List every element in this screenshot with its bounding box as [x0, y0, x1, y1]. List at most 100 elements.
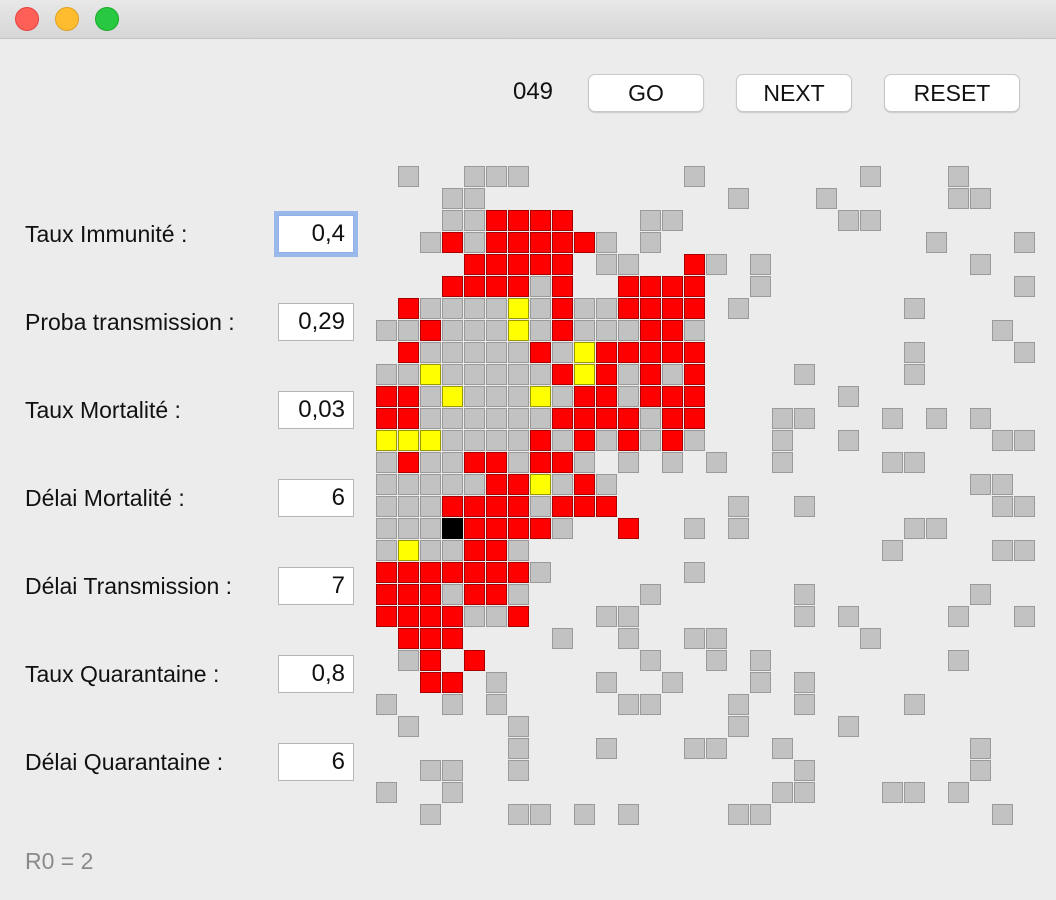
empty-cell — [926, 232, 947, 253]
empty-cell — [948, 606, 969, 627]
empty-cell — [728, 694, 749, 715]
field-label: Délai Quarantaine : — [25, 749, 224, 775]
infected-cell — [640, 364, 661, 385]
empty-cell — [640, 408, 661, 429]
infected-cell — [684, 364, 705, 385]
empty-cell — [838, 386, 859, 407]
infected-cell — [508, 606, 529, 627]
infected-cell — [508, 562, 529, 583]
empty-cell — [904, 298, 925, 319]
infected-cell — [530, 210, 551, 231]
infected-cell — [508, 254, 529, 275]
empty-cell — [596, 320, 617, 341]
empty-cell — [574, 804, 595, 825]
field-input[interactable]: 0,8 — [278, 655, 354, 693]
empty-cell — [398, 320, 419, 341]
empty-cell — [794, 672, 815, 693]
infected-cell — [552, 408, 573, 429]
empty-cell — [420, 232, 441, 253]
empty-cell — [684, 166, 705, 187]
empty-cell — [486, 166, 507, 187]
zoom-button[interactable] — [95, 7, 119, 31]
infected-cell — [596, 408, 617, 429]
empty-cell — [442, 474, 463, 495]
empty-cell — [1014, 430, 1035, 451]
empty-cell — [596, 672, 617, 693]
empty-cell — [728, 518, 749, 539]
empty-cell — [706, 452, 727, 473]
empty-cell — [772, 430, 793, 451]
infected-cell — [398, 386, 419, 407]
field-input[interactable]: 0,03 — [278, 391, 354, 429]
empty-cell — [508, 166, 529, 187]
empty-cell — [772, 738, 793, 759]
empty-cell — [1014, 276, 1035, 297]
empty-cell — [904, 342, 925, 363]
empty-cell — [904, 452, 925, 473]
infected-cell — [486, 518, 507, 539]
empty-cell — [442, 210, 463, 231]
empty-cell — [464, 298, 485, 319]
minimize-button[interactable] — [55, 7, 79, 31]
close-button[interactable] — [15, 7, 39, 31]
empty-cell — [442, 408, 463, 429]
empty-cell — [640, 430, 661, 451]
empty-cell — [442, 342, 463, 363]
empty-cell — [948, 188, 969, 209]
infected-cell — [662, 386, 683, 407]
empty-cell — [706, 628, 727, 649]
infected-cell — [442, 606, 463, 627]
infected-cell — [618, 298, 639, 319]
empty-cell — [618, 694, 639, 715]
infected-cell — [398, 452, 419, 473]
empty-cell — [398, 716, 419, 737]
field-input[interactable]: 6 — [278, 743, 354, 781]
empty-cell — [486, 298, 507, 319]
empty-cell — [662, 452, 683, 473]
field-input[interactable]: 0,4 — [278, 215, 354, 253]
field-input[interactable]: 7 — [278, 567, 354, 605]
infected-cell — [464, 518, 485, 539]
empty-cell — [376, 540, 397, 561]
empty-cell — [838, 430, 859, 451]
infected-cell — [420, 320, 441, 341]
empty-cell — [376, 694, 397, 715]
empty-cell — [794, 760, 815, 781]
field-input[interactable]: 6 — [278, 479, 354, 517]
empty-cell — [684, 628, 705, 649]
empty-cell — [442, 188, 463, 209]
empty-cell — [992, 320, 1013, 341]
infected-cell — [464, 584, 485, 605]
empty-cell — [706, 738, 727, 759]
dead-cell — [442, 518, 463, 539]
empty-cell — [816, 188, 837, 209]
empty-cell — [640, 232, 661, 253]
infected-cell — [398, 298, 419, 319]
infected-cell — [486, 474, 507, 495]
go-button[interactable]: GO — [588, 74, 704, 112]
infected-cell — [552, 320, 573, 341]
empty-cell — [904, 364, 925, 385]
empty-cell — [420, 452, 441, 473]
field-input[interactable]: 0,29 — [278, 303, 354, 341]
infected-cell — [552, 232, 573, 253]
empty-cell — [508, 386, 529, 407]
infected-cell — [442, 496, 463, 517]
infected-cell — [596, 386, 617, 407]
infected-cell — [684, 408, 705, 429]
reset-button[interactable]: RESET — [884, 74, 1020, 112]
empty-cell — [442, 540, 463, 561]
empty-cell — [596, 254, 617, 275]
infected-cell — [442, 232, 463, 253]
infected-cell — [640, 342, 661, 363]
next-button[interactable]: NEXT — [736, 74, 852, 112]
empty-cell — [838, 210, 859, 231]
empty-cell — [794, 364, 815, 385]
empty-cell — [508, 716, 529, 737]
infected-cell — [684, 298, 705, 319]
infected-cell — [486, 452, 507, 473]
empty-cell — [618, 804, 639, 825]
empty-cell — [398, 518, 419, 539]
field-label: Taux Mortalité : — [25, 397, 181, 423]
empty-cell — [464, 320, 485, 341]
